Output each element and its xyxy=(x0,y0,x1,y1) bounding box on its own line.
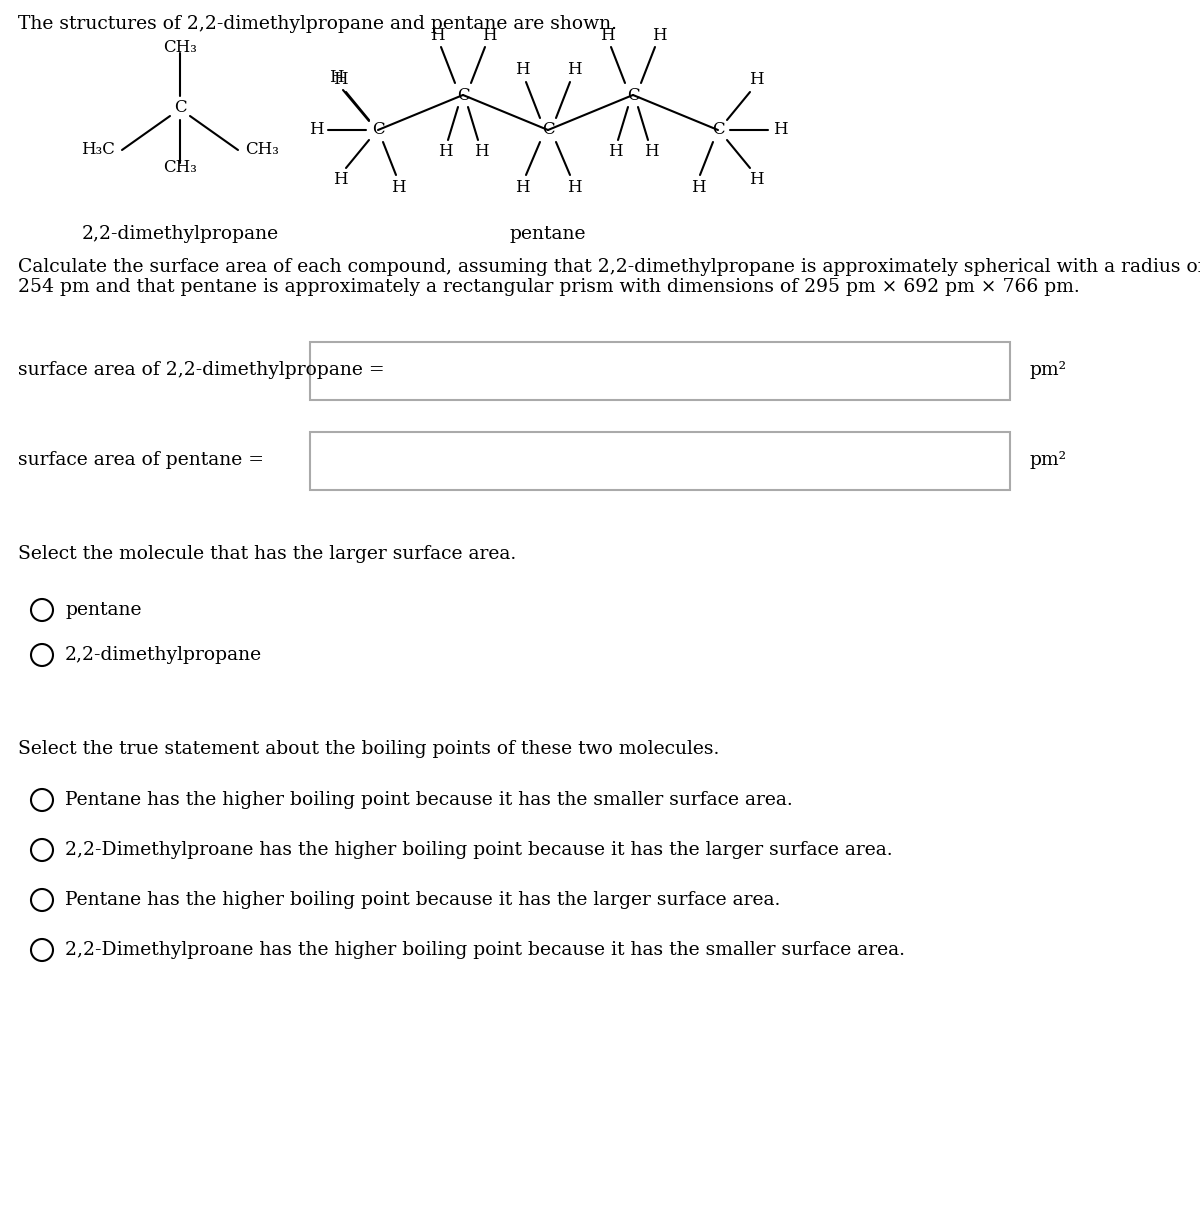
Text: H: H xyxy=(332,71,347,88)
Circle shape xyxy=(31,599,53,621)
Text: 2,2-dimethylpropane: 2,2-dimethylpropane xyxy=(82,225,278,243)
Text: Select the true statement about the boiling points of these two molecules.: Select the true statement about the boil… xyxy=(18,740,719,758)
Text: H: H xyxy=(600,27,614,43)
Text: H: H xyxy=(749,71,763,88)
Text: H: H xyxy=(749,172,763,189)
Text: surface area of 2,2-dimethylpropane =: surface area of 2,2-dimethylpropane = xyxy=(18,361,385,379)
Text: H₃C: H₃C xyxy=(82,141,115,158)
Text: C: C xyxy=(541,122,554,139)
Text: H: H xyxy=(438,144,452,161)
FancyBboxPatch shape xyxy=(310,343,1010,400)
Text: H: H xyxy=(474,144,488,161)
Text: H: H xyxy=(607,144,623,161)
Text: H: H xyxy=(515,61,529,79)
Text: CH₃: CH₃ xyxy=(163,39,197,56)
Text: H: H xyxy=(391,178,406,195)
Text: C: C xyxy=(457,86,469,103)
Text: H: H xyxy=(481,27,497,43)
Circle shape xyxy=(31,790,53,810)
Text: H: H xyxy=(643,144,659,161)
Text: C: C xyxy=(372,122,384,139)
Text: 254 pm and that pentane is approximately a rectangular prism with dimensions of : 254 pm and that pentane is approximately… xyxy=(18,278,1080,296)
Circle shape xyxy=(31,643,53,666)
Text: The structures of 2,2-dimethylpropane and pentane are shown.: The structures of 2,2-dimethylpropane an… xyxy=(18,15,617,33)
Text: H: H xyxy=(430,27,444,43)
Text: H: H xyxy=(329,70,343,86)
Text: Select the molecule that has the larger surface area.: Select the molecule that has the larger … xyxy=(18,545,516,562)
Text: pentane: pentane xyxy=(510,225,587,243)
Text: H: H xyxy=(652,27,666,43)
Text: Pentane has the higher boiling point because it has the smaller surface area.: Pentane has the higher boiling point bec… xyxy=(65,791,793,809)
Text: CH₃: CH₃ xyxy=(163,160,197,177)
Circle shape xyxy=(31,889,53,911)
Text: surface area of pentane =: surface area of pentane = xyxy=(18,451,264,469)
FancyBboxPatch shape xyxy=(310,432,1010,490)
Text: Calculate the surface area of each compound, assuming that 2,2-dimethylpropane i: Calculate the surface area of each compo… xyxy=(18,258,1200,276)
Circle shape xyxy=(31,939,53,962)
Text: C: C xyxy=(626,86,640,103)
Circle shape xyxy=(31,839,53,861)
Text: CH₃: CH₃ xyxy=(245,141,278,158)
Text: H: H xyxy=(691,178,706,195)
Text: H: H xyxy=(566,178,581,195)
Text: C: C xyxy=(712,122,725,139)
Text: H: H xyxy=(332,172,347,189)
Text: 2,2-dimethylpropane: 2,2-dimethylpropane xyxy=(65,646,262,664)
Text: H: H xyxy=(773,122,787,139)
Text: 2,2-Dimethylproane has the higher boiling point because it has the smaller surfa: 2,2-Dimethylproane has the higher boilin… xyxy=(65,941,905,959)
Text: pm²: pm² xyxy=(1030,361,1067,379)
Text: pm²: pm² xyxy=(1030,451,1067,469)
Text: H: H xyxy=(566,61,581,79)
Text: 2,2-Dimethylproane has the higher boiling point because it has the larger surfac: 2,2-Dimethylproane has the higher boilin… xyxy=(65,841,893,860)
Text: C: C xyxy=(174,99,186,117)
Text: H: H xyxy=(515,178,529,195)
Text: Pentane has the higher boiling point because it has the larger surface area.: Pentane has the higher boiling point bec… xyxy=(65,892,780,909)
Text: pentane: pentane xyxy=(65,600,142,619)
Text: H: H xyxy=(308,122,323,139)
